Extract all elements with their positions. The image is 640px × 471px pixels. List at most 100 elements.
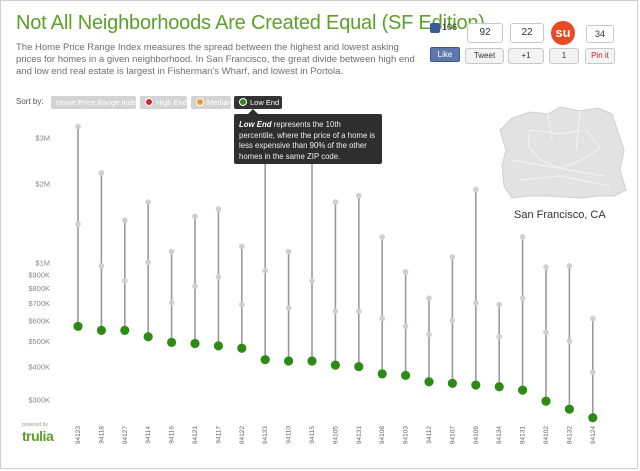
high-end-point [145,199,151,205]
stumbleupon-count: 1 [549,48,579,64]
median-point [566,338,573,345]
high-end-point [379,234,386,240]
median-point [122,278,128,284]
zip-label: 94108 [379,426,386,444]
gplus-count: 22 [510,23,544,43]
zip-label: 94117 [215,426,222,444]
tooltip-text: represents the 10th percentile, where th… [239,120,376,161]
median-point [402,323,409,330]
sort-label: Sort by: [16,97,44,106]
zip-label: 94121 [192,426,199,444]
high-end-point [566,263,573,269]
low-end-point [260,355,270,365]
zip-label: 94105 [332,426,339,444]
gplus-button[interactable]: +1 [508,48,544,64]
low-end-point [307,356,317,366]
zip-label: 94110 [286,426,293,444]
zip-label: 94123 [75,426,82,444]
low-end-point [120,325,130,335]
high-end-point [215,206,222,212]
zip-label: 94124 [590,426,597,444]
low-end-point [284,356,294,366]
y-tick-label: $3M [35,134,50,143]
tweet-button[interactable]: Tweet [465,48,504,64]
median-point [473,300,479,306]
sort-median[interactable]: Median [191,96,232,109]
trulia-wordmark: trulia [22,428,54,444]
median-point [332,308,339,315]
high-end-point [356,192,362,199]
zip-label: 94122 [239,426,246,444]
low-end-point [330,360,340,370]
y-tick-label: $800K [28,284,50,293]
page-title: Not All Neighborhoods Are Created Equal … [16,12,485,34]
low-end-point [190,338,200,349]
low-end-point [213,341,223,351]
zip-label: 94134 [496,426,503,444]
low-end-point [518,385,528,395]
pin-it-button[interactable]: Pin it [585,48,615,64]
low-end-point [588,413,598,423]
stumbleupon-icon[interactable]: su [551,21,575,45]
low-end-tooltip: Low End represents the 10th percentile, … [234,109,382,164]
sort-home-price-range-index[interactable]: Home Price Range Index [51,96,140,109]
median-point [356,308,362,315]
median-point [590,369,596,376]
zip-label: 94107 [449,426,456,444]
sort-high-end[interactable]: High End [140,96,187,109]
high-end-point [473,186,479,193]
median-point [192,283,198,290]
powered-by-text: powered by [22,422,48,428]
median-point [239,301,245,308]
zip-label: 94131 [520,426,527,444]
zip-label: 94103 [403,426,410,444]
low-end-point [564,404,575,414]
low-end-point [237,343,247,353]
high-end-point [192,213,198,220]
low-end-point [377,369,387,379]
median-point [379,315,386,322]
trulia-logo[interactable]: powered by trulia [22,422,54,446]
high-end-point [332,199,339,205]
y-tick-label: $1M [35,258,50,267]
y-tick-label: $400K [28,363,50,372]
high-end-point [449,254,456,260]
y-tick-label: $500K [28,337,50,346]
zip-label: 94102 [543,426,550,444]
zip-label: 94116 [169,426,176,444]
low-end-point [541,396,551,406]
sort-low-end[interactable]: Low End [234,96,282,109]
san-francisco-map [499,106,627,199]
median-point [449,317,456,324]
low-end-point [143,332,153,342]
high-end-point [590,315,596,322]
high-end-point [496,301,503,308]
facebook-like[interactable]: 106 Like [430,22,460,62]
high-end-point [519,234,526,240]
median-point [145,259,151,266]
y-tick-label: $600K [28,316,50,325]
high-end-point [168,248,175,255]
facebook-count: 106 [442,22,458,32]
tooltip-term: Low End [239,120,272,129]
low-end-point [494,382,504,392]
twitter-count: 92 [467,23,503,43]
zip-label: 94109 [473,426,480,444]
green-dot-icon [239,98,247,106]
zip-label: 94114 [145,426,152,444]
low-end-point [354,361,364,372]
high-end-point [98,169,105,176]
high-end-point [75,123,81,130]
low-end-point [96,325,106,335]
high-end-point [122,217,128,223]
median-point [98,263,105,269]
median-point [168,300,175,306]
facebook-like-button[interactable]: Like [430,47,460,62]
median-point [426,331,432,338]
zip-label: 94131 [356,426,363,444]
median-point [519,295,526,301]
median-point [285,305,292,311]
high-end-point [285,248,292,255]
